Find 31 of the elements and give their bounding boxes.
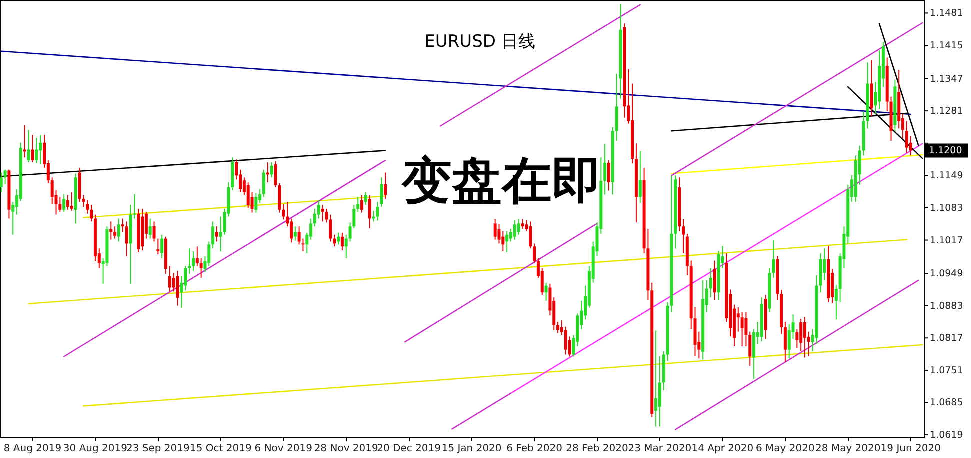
y-tick-label: 1.0883 — [930, 300, 964, 312]
y-tick-label: 1.0619 — [930, 430, 964, 442]
y-tick-label: 1.1347 — [930, 74, 964, 85]
y-tick-label: 1.1281 — [930, 106, 964, 118]
y-tick-label: 1.0949 — [930, 268, 964, 280]
text: 1.1200 — [929, 146, 962, 157]
x-tick-label: 14 Apr 2020 — [692, 444, 754, 454]
x-tick-label: 15 Jan 2020 — [442, 444, 502, 454]
x-tick-label: 6 Nov 2019 — [254, 444, 312, 454]
y-tick-label: 1.1481 — [930, 8, 964, 20]
y-tick-label: 1.0817 — [930, 333, 964, 344]
text: EURUSD 日线 — [424, 32, 536, 52]
y-tick-label: 1.1415 — [930, 40, 964, 52]
y-tick-label: 1.0751 — [930, 365, 964, 376]
y-tick-label: 1.0685 — [930, 398, 964, 409]
x-tick-label: 15 Oct 2019 — [190, 444, 252, 454]
x-tick-label: 28 Nov 2019 — [314, 444, 378, 454]
y-tick-label: 1.1149 — [930, 170, 964, 182]
annotation: 变盘在即 — [401, 152, 602, 210]
x-tick-label: 23 Mar 2020 — [628, 444, 692, 454]
x-tick-label: 20 Dec 2019 — [377, 444, 442, 454]
x-tick-label: 23 Sep 2019 — [126, 444, 190, 454]
x-tick-label: 19 Jun 2020 — [880, 444, 941, 454]
x-tick-label: 28 Feb 2020 — [566, 444, 628, 454]
x-tick-label: 6 May 2020 — [756, 444, 815, 454]
y-tick-label: 1.1017 — [930, 235, 964, 246]
y-tick-label: 1.1083 — [930, 202, 964, 214]
x-tick-label: 6 Feb 2020 — [506, 444, 562, 454]
x-tick-label: 28 May 2020 — [816, 444, 881, 454]
x-tick-label: 30 Aug 2019 — [63, 444, 128, 454]
x-tick-label: 8 Aug 2019 — [4, 444, 62, 454]
